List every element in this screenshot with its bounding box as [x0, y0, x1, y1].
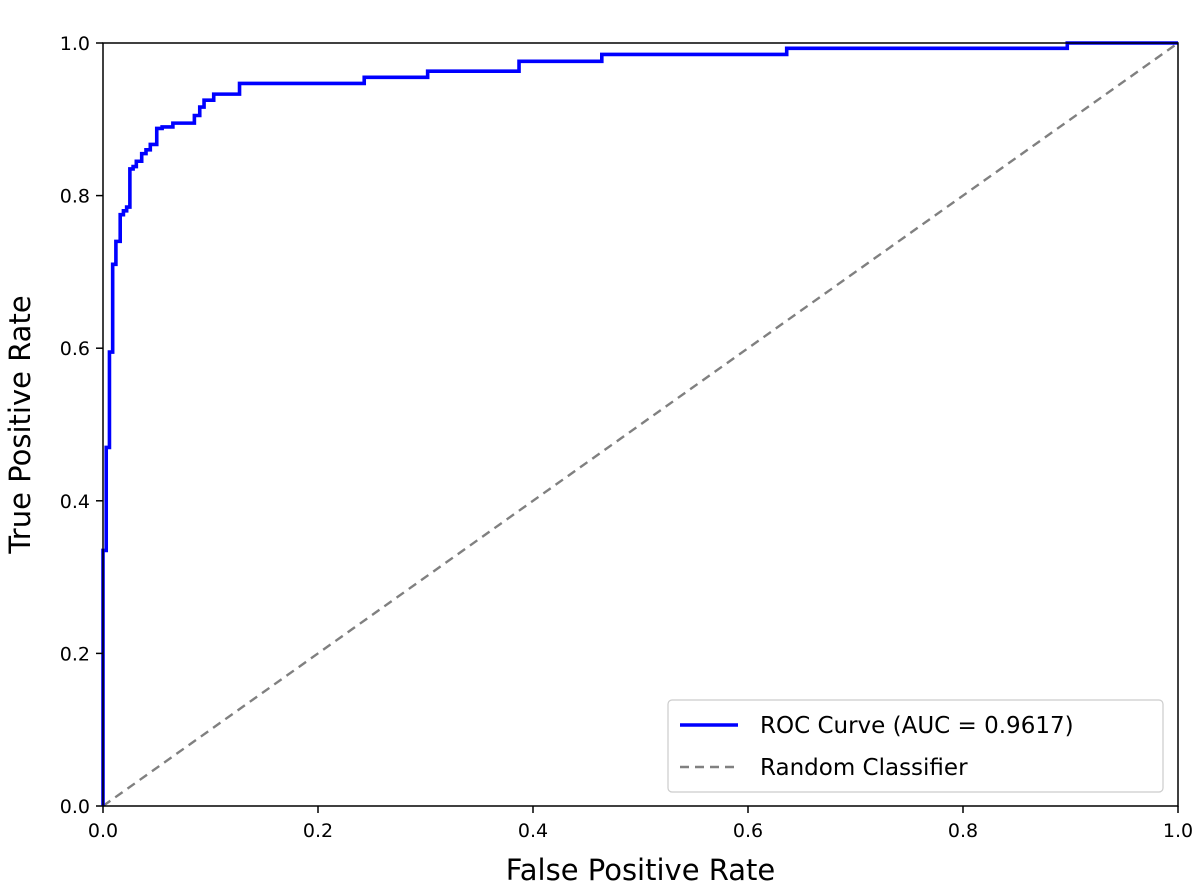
- y-tick-label: 0.4: [60, 491, 90, 513]
- x-tick-label: 0.2: [303, 820, 333, 842]
- y-tick-label: 0.0: [60, 796, 90, 818]
- y-tick-label: 1.0: [60, 33, 90, 55]
- ticks-layer: 0.0 0.2 0.4 0.6 0.8 1.0 0.0 0.2 0.4 0.6 0.8 1.0: [60, 33, 1193, 842]
- y-axis-title: True Positive Rate: [3, 295, 37, 554]
- roc-curve-line: [101, 41, 1178, 806]
- random-classifier-line: [102, 42, 1179, 807]
- x-tick-label: 0.4: [518, 820, 548, 842]
- x-axis-title: False Positive Rate: [506, 853, 776, 886]
- legend-label-random: Random Classifier: [760, 755, 968, 781]
- x-tick-label: 0.8: [948, 820, 978, 842]
- y-tick-label: 0.6: [60, 338, 90, 360]
- legend-box: [667, 699, 1164, 793]
- series-layer: [101, 41, 1179, 807]
- x-tick-label: 1.0: [1163, 820, 1193, 842]
- y-tick-label: 0.2: [60, 643, 90, 665]
- plot-frame: [102, 42, 1179, 807]
- legend: ROC Curve (AUC = 0.9617) Random Classifi…: [667, 699, 1164, 793]
- x-tick-label: 0.0: [88, 820, 118, 842]
- y-tick-label: 0.8: [60, 186, 90, 208]
- legend-label-roc: ROC Curve (AUC = 0.9617): [760, 713, 1074, 739]
- x-tick-label: 0.6: [733, 820, 763, 842]
